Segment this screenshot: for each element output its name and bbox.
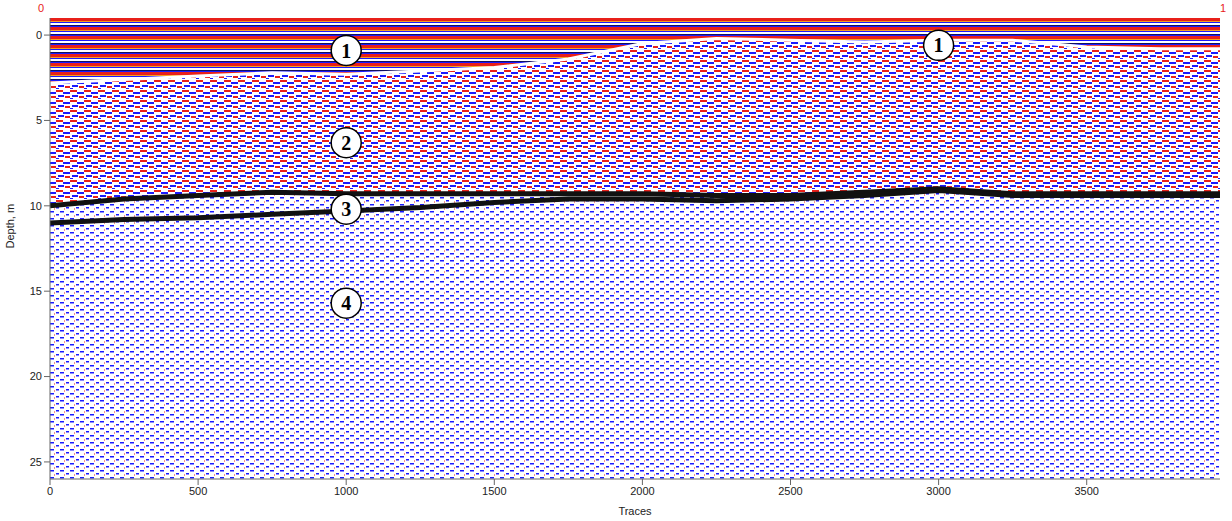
svg-text:1000: 1000 xyxy=(334,485,358,497)
svg-text:1: 1 xyxy=(934,34,944,56)
html-text:1: 1 xyxy=(1219,2,1226,14)
svg-text:20: 20 xyxy=(30,370,42,382)
svg-text:25: 25 xyxy=(30,456,42,468)
svg-text:Traces: Traces xyxy=(618,505,652,517)
html-text:0: 0 xyxy=(38,2,45,14)
svg-text:2500: 2500 xyxy=(778,485,802,497)
svg-text:15: 15 xyxy=(30,285,42,297)
svg-text:3: 3 xyxy=(341,198,351,220)
svg-text:0: 0 xyxy=(47,485,53,497)
svg-text:3000: 3000 xyxy=(926,485,950,497)
svg-text:Depth, m: Depth, m xyxy=(4,204,16,249)
svg-text:3500: 3500 xyxy=(1074,485,1098,497)
svg-text:1500: 1500 xyxy=(482,485,506,497)
svg-text:500: 500 xyxy=(189,485,207,497)
svg-text:2: 2 xyxy=(341,132,351,154)
svg-text:2000: 2000 xyxy=(630,485,654,497)
svg-text:4: 4 xyxy=(341,292,351,314)
svg-text:10: 10 xyxy=(30,200,42,212)
svg-text:1: 1 xyxy=(341,40,351,62)
svg-text:5: 5 xyxy=(36,114,42,126)
svg-text:0: 0 xyxy=(36,29,42,41)
